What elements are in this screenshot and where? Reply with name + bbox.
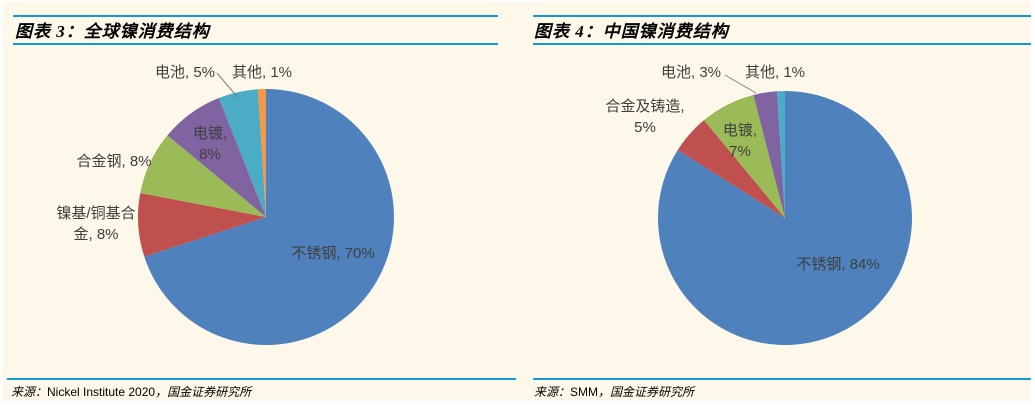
data-label-electroplating-global: 电镀, 8% xyxy=(193,123,227,165)
pie-slice-电镀 xyxy=(704,94,785,218)
label-line: 7% xyxy=(729,143,751,160)
pie-global-nickel xyxy=(138,88,394,345)
data-label-battery-global: 电池, 5% xyxy=(154,64,216,81)
source-prefix: 来源： xyxy=(11,385,48,399)
pie-slice-不锈钢 xyxy=(144,89,394,345)
pie-slice-电镀 xyxy=(167,97,266,217)
pie-slice-电池 xyxy=(218,89,266,217)
pie-slice-不锈钢 xyxy=(657,91,912,345)
figure-area: 图表 3：全球镍消费结构 电池, 5% 其他, 1% 电镀, 8% 合金钢, 8… xyxy=(3,2,1031,401)
title-rule-top-right xyxy=(533,15,1031,17)
pie-slice-合金钢 xyxy=(140,135,266,217)
pie-slice-合金及铸造 xyxy=(677,120,785,218)
source-rule-right xyxy=(533,378,1031,380)
label-line: 8% xyxy=(199,146,221,163)
pie-china-nickel xyxy=(657,91,912,345)
data-label-battery-china: 电池, 3% xyxy=(660,64,722,81)
data-label-stainless-steel-china: 不锈钢, 84% xyxy=(796,256,880,273)
source-prefix: 来源： xyxy=(534,385,571,399)
pie-slice-其他 xyxy=(257,88,266,217)
label-line: 合金及铸造, xyxy=(605,98,685,115)
source-rule-left xyxy=(7,378,516,380)
pie-slice-其他 xyxy=(777,91,785,218)
leader-line-battery-global xyxy=(216,72,240,100)
source-suffix: ，国金证券研究所 xyxy=(155,385,252,399)
data-label-alloy-casting-china: 合金及铸造, 5% xyxy=(605,96,684,138)
pie-slice-电池 xyxy=(753,91,785,218)
label-line: 镍基/铜基合 xyxy=(56,205,136,222)
title-rule-bottom-left xyxy=(13,43,498,45)
source-suffix: ，国金证券研究所 xyxy=(598,385,695,399)
leader-line-battery-china xyxy=(724,74,757,94)
source-name: Nickel Institute 2020 xyxy=(47,385,156,399)
title-rule-top-left xyxy=(13,15,498,17)
data-label-stainless-steel-global: 不锈钢, 70% xyxy=(291,245,375,262)
label-line: 电镀, xyxy=(192,125,228,142)
label-line: 电镀, xyxy=(722,122,758,139)
chart-title-global-nickel: 图表 3：全球镍消费结构 xyxy=(15,22,210,41)
pie-slice-镍基/铜基合金 xyxy=(138,193,266,257)
source-name: SMM xyxy=(570,385,599,399)
data-label-other-global: 其他, 1% xyxy=(231,64,293,81)
label-line: 5% xyxy=(634,119,656,136)
chart-title-china-nickel: 图表 4：中国镍消费结构 xyxy=(534,22,729,41)
data-label-nickel-copper-alloy-global: 镍基/铜基合 金, 8% xyxy=(56,203,135,245)
source-note-china: 来源：SMM，国金证券研究所 xyxy=(534,383,694,400)
data-label-other-china: 其他, 1% xyxy=(744,64,806,81)
source-note-global: 来源：Nickel Institute 2020，国金证券研究所 xyxy=(11,383,251,400)
data-label-electroplating-china: 电镀, 7% xyxy=(723,120,757,162)
data-label-alloy-steel-global: 合金钢, 8% xyxy=(76,153,152,170)
pie-charts-svg xyxy=(138,72,912,345)
label-line: 金, 8% xyxy=(73,226,119,243)
title-rule-bottom-right xyxy=(533,43,1031,45)
